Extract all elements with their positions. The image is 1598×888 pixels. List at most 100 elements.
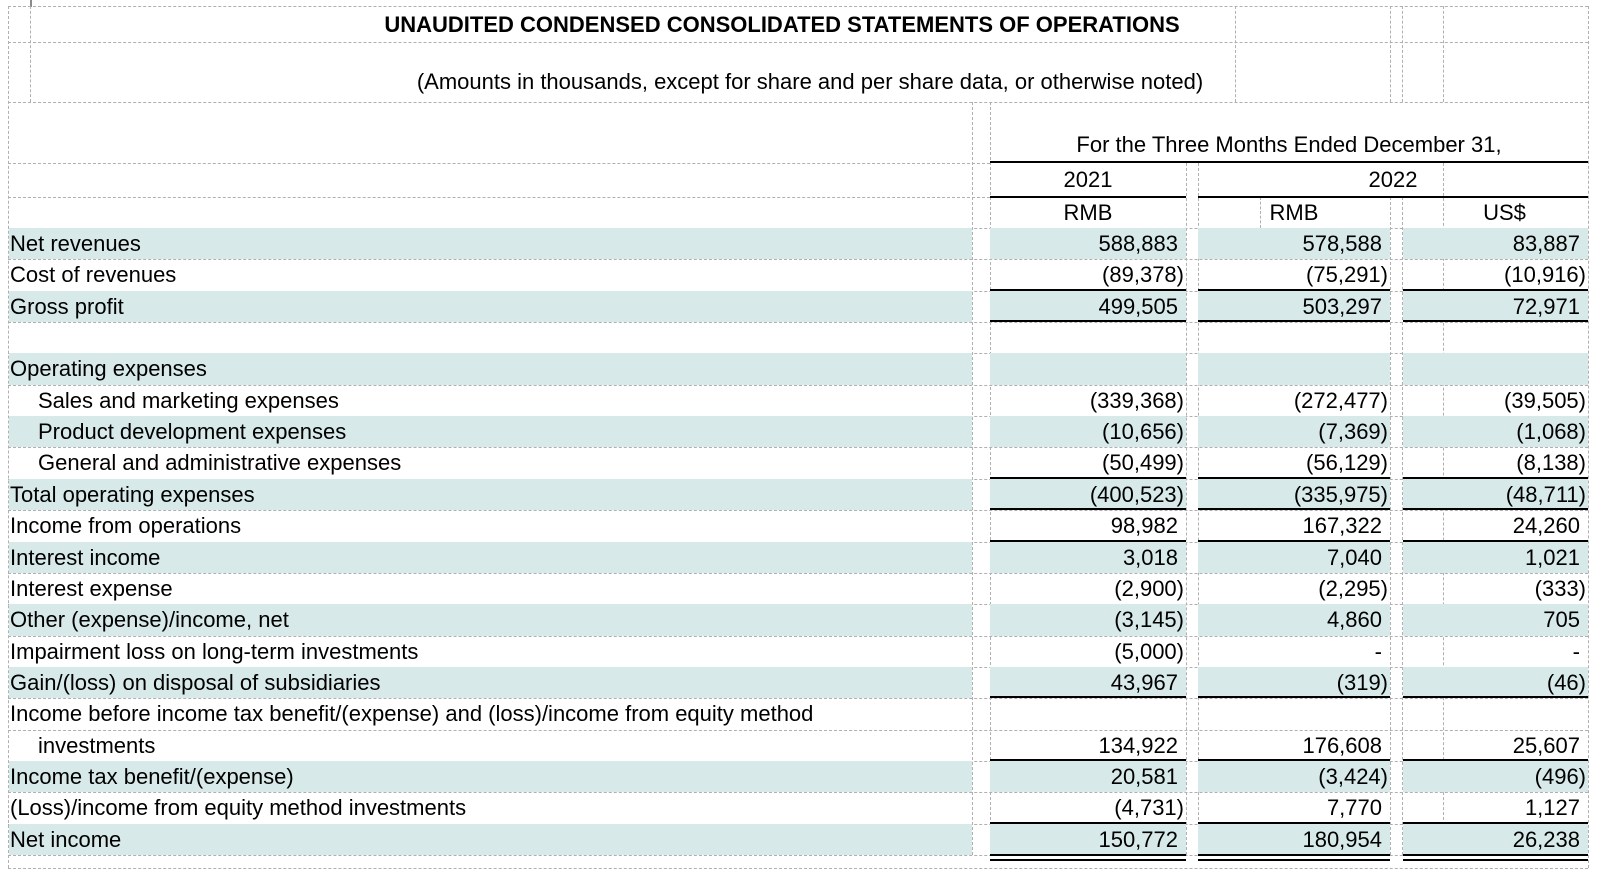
total-rule (1198, 859, 1390, 861)
total-rule (1403, 759, 1588, 761)
gridline (8, 197, 990, 198)
total-rule (1403, 508, 1588, 510)
value-cell: 25,607 (1512, 733, 1580, 758)
row-shading (1198, 291, 1390, 322)
table-row: investments 134,922 176,608 25,607 (0, 730, 1598, 762)
value-cell: 499,505 (1098, 294, 1178, 319)
value-cell: (5,000) (1114, 639, 1184, 664)
total-rule (1198, 696, 1390, 698)
gridline (8, 42, 1588, 43)
value-cell: (1,068) (1516, 419, 1586, 444)
value-cell: 7,040 (1326, 545, 1382, 570)
value-cell: (8,138) (1516, 450, 1586, 475)
total-rule (1198, 854, 1390, 856)
row-shading (1403, 824, 1588, 855)
statement-subtitle: (Amounts in thousands, except for share … (416, 69, 1204, 94)
gridline (1443, 6, 1444, 102)
row-label: General and administrative expenses (38, 450, 402, 475)
table-row: Interest income 3,018 7,040 1,021 (0, 542, 1598, 574)
value-cell: - (1374, 639, 1382, 664)
row-label: Cost of revenues (10, 262, 177, 287)
gridline (1235, 6, 1236, 102)
value-cell: (400,523) (1089, 482, 1184, 507)
value-cell: 588,883 (1098, 231, 1178, 256)
row-label: Gain/(loss) on disposal of subsidiaries (10, 670, 381, 695)
row-label: Income before income tax benefit/(expens… (10, 701, 814, 726)
gridline (1390, 197, 1391, 855)
total-rule (990, 859, 1186, 861)
row-shading (990, 761, 1186, 792)
value-cell: (56,129) (1306, 450, 1388, 475)
gridline (8, 868, 1588, 869)
row-label: Net revenues (10, 231, 141, 256)
table-row: Net income 150,772 180,954 26,238 (0, 824, 1598, 861)
row-label: (Loss)/income from equity method investm… (10, 795, 467, 820)
total-rule (1198, 540, 1390, 542)
period-group-header: For the Three Months Ended December 31, (1076, 132, 1502, 157)
row-shading (1198, 416, 1390, 447)
row-label: Other (expense)/income, net (10, 607, 289, 632)
year-header-2022: 2022 (1368, 167, 1418, 192)
value-cell: 72,971 (1512, 294, 1580, 319)
row-shading (990, 479, 1186, 510)
row-shading (1198, 353, 1390, 385)
row-shading (9, 479, 972, 510)
table-row: Sales and marketing expenses (339,368) (27… (0, 385, 1598, 417)
value-cell: - (1572, 639, 1580, 664)
row-shading (9, 228, 972, 259)
total-rule (1403, 477, 1588, 479)
row-label: Gross profit (10, 294, 124, 319)
value-cell: (3,424) (1318, 764, 1388, 789)
row-label: Sales and marketing expenses (38, 388, 339, 413)
value-cell: 43,967 (1110, 670, 1178, 695)
row-shading (9, 667, 972, 698)
gridline (8, 698, 1588, 699)
table-row: Operating expenses (0, 353, 1598, 386)
total-rule (990, 696, 1186, 698)
header-rule (990, 196, 1186, 198)
value-cell: 167,322 (1302, 513, 1382, 538)
total-rule (990, 508, 1186, 510)
gridline (1186, 163, 1187, 855)
total-rule (1403, 859, 1588, 861)
table-row: Product development expenses (10,656) (7,3… (0, 416, 1598, 448)
row-shading (1403, 604, 1588, 636)
currency-header-2021-rmb: RMB (1063, 200, 1113, 225)
row-shading (9, 604, 972, 636)
gridline (8, 730, 1588, 731)
value-cell: 1,021 (1524, 545, 1580, 570)
row-shading (9, 761, 972, 792)
gridline (30, 0, 32, 7)
value-cell: 7,770 (1326, 795, 1382, 820)
header-rule (990, 161, 1588, 163)
value-cell: (10,916) (1504, 262, 1586, 287)
value-cell: (46) (1546, 670, 1586, 695)
gridline (8, 6, 1588, 7)
total-rule (1198, 477, 1390, 479)
value-cell: (3,145) (1114, 607, 1184, 632)
row-shading (9, 542, 972, 573)
row-shading (1198, 542, 1390, 573)
value-cell: (75,291) (1306, 262, 1388, 287)
table-row: Interest expense (2,900) (2,295) (333) (0, 573, 1598, 605)
row-label: Product development expenses (38, 419, 347, 444)
table-row: (Loss)/income from equity method investm… (0, 792, 1598, 825)
value-cell: (319) (1336, 670, 1388, 695)
value-cell: (4,731) (1114, 795, 1184, 820)
total-rule (990, 540, 1186, 542)
total-rule (1198, 508, 1390, 510)
row-label: Total operating expenses (10, 482, 255, 507)
value-cell: (50,499) (1102, 450, 1184, 475)
row-shading (1198, 667, 1390, 698)
value-cell: 20,581 (1110, 764, 1178, 789)
value-cell: 1,127 (1524, 795, 1580, 820)
table-row: Income before income tax benefit/(expens… (0, 698, 1598, 731)
value-cell: (272,477) (1293, 388, 1388, 413)
row-shading (1403, 667, 1588, 698)
gridline (8, 447, 1588, 448)
row-label: Impairment loss on long-term investments (10, 639, 419, 664)
table-row: Income tax benefit/(expense) 20,581 (3,424… (0, 761, 1598, 793)
row-label: Interest expense (10, 576, 173, 601)
value-cell: (10,656) (1102, 419, 1184, 444)
value-cell: (496) (1534, 764, 1586, 789)
